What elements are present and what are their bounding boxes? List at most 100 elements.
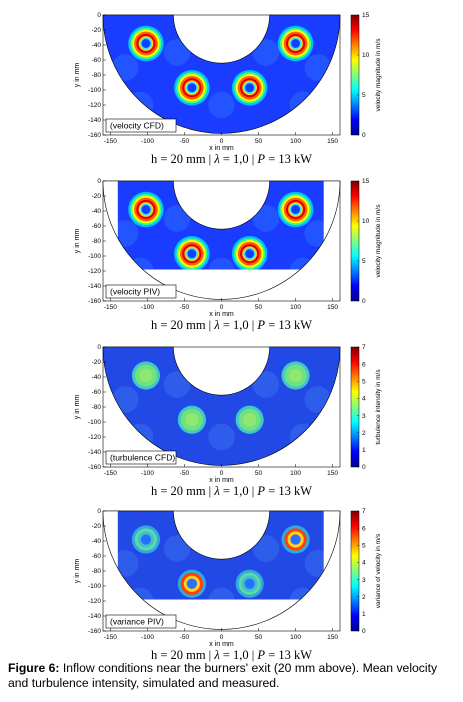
x-tick-label: -50 (180, 470, 190, 477)
condition-line: h = 20 mm | λ = 1,0 | P = 13 kW (0, 318, 463, 333)
burner-turb-core (288, 368, 303, 383)
panel-label: (velocity CFD) (105, 118, 177, 133)
colorbar (350, 180, 360, 302)
field-blotch (163, 205, 191, 232)
colorbar-tick-label: 4 (362, 396, 366, 403)
cond-lambda-val: = 1,0 | (219, 318, 258, 332)
x-tick-label: 150 (327, 634, 338, 641)
x-tick-label: -150 (104, 634, 117, 641)
y-tick-label: -120 (88, 434, 101, 441)
chart-panel-turbulence-cfd: -150 -100 -50 0 50 100 150 0 -20 -40 -60 -80 -100 -12… (0, 332, 463, 499)
figure-caption: Figure 6: Inflow conditions near the bur… (8, 661, 458, 691)
y-axis-label: y in mm (74, 559, 81, 584)
x-tick-label: 100 (290, 634, 301, 641)
panel-label: (turbulence CFD) (105, 450, 177, 465)
burner-var-core (244, 578, 255, 589)
y-axis-label: y in mm (74, 395, 81, 420)
cond-p-val: = 13 kW (265, 484, 313, 498)
cond-lambda: λ (214, 648, 220, 662)
cond-p: P (257, 152, 266, 166)
y-tick-label: -100 (88, 419, 101, 426)
cond-lambda: λ (214, 318, 220, 332)
condition-line: h = 20 mm | λ = 1,0 | P = 13 kW (0, 484, 463, 499)
caption-text: Inflow conditions near the burners' exit… (8, 661, 438, 690)
colorbar-tick-label: 0 (362, 132, 366, 139)
colorbar-tick-label: 4 (362, 560, 366, 567)
colorbar-tick-label: 5 (362, 378, 366, 385)
cond-p: P (257, 484, 266, 498)
cond-h: h = 20 mm | (150, 648, 215, 662)
y-tick-label: -40 (92, 538, 102, 545)
colorbar-tick-label: 5 (362, 258, 366, 265)
colorbar-tick-label: 15 (362, 12, 370, 19)
y-tick-label: -120 (88, 268, 101, 275)
field-blotch (252, 39, 280, 66)
x-tick-label: 50 (255, 304, 263, 311)
burner-ring (291, 205, 301, 214)
burner-turb-core (242, 413, 257, 427)
x-tick-label: 50 (255, 138, 263, 145)
x-tick-label: 100 (290, 138, 301, 145)
chart-svg: -150 -100 -50 0 50 100 1500-20-40-60-80-100-12… (74, 344, 382, 484)
caption-label: Figure 6: (8, 661, 60, 675)
cond-lambda: λ (214, 484, 220, 498)
chart-panel-velocity-piv: -150 -100 -50 0 50 100 150 0 -20 -40 -60 -80 -100 -12… (0, 166, 463, 333)
y-tick-label: -140 (88, 449, 101, 456)
field-blotch (163, 371, 191, 398)
panel-label-box (105, 614, 177, 629)
colorbar-tick-label: 1 (362, 611, 366, 618)
x-tick-label: 150 (327, 304, 338, 311)
x-tick-label: -100 (141, 304, 154, 311)
y-tick-label: -20 (92, 27, 102, 34)
y-tick-label: -160 (88, 464, 101, 471)
chart-panel-variance-piv: -150 -100 -50 0 50 100 150 0 -20 -40 -60 -80 -100 -12… (0, 496, 463, 662)
colorbar-tick-label: 3 (362, 413, 366, 420)
x-tick-label: 0 (220, 470, 224, 477)
y-tick-label: -140 (88, 283, 101, 290)
colorbar-tick-label: 5 (362, 542, 366, 549)
x-tick-label: 0 (220, 634, 224, 641)
x-axis-label: x in mm (209, 477, 234, 484)
x-axis-label: x in mm (209, 145, 234, 152)
cond-lambda-val: = 1,0 | (219, 648, 258, 662)
chart-svg: -150 -100 -50 0 50 100 1500-20-40-60-80-100-12… (74, 508, 382, 648)
y-tick-label: 0 (97, 12, 101, 19)
y-axis-label: y in mm (74, 63, 81, 88)
y-tick-label: -120 (88, 102, 101, 109)
y-tick-label: 0 (97, 344, 101, 351)
x-tick-label: 0 (220, 138, 224, 145)
y-tick-label: -60 (92, 553, 102, 560)
y-tick-label: -80 (92, 72, 102, 79)
colorbar-label: variance of velocity in m/s (375, 533, 382, 608)
x-tick-label: -150 (104, 138, 117, 145)
y-tick-label: -160 (88, 298, 101, 305)
burner-ring (141, 39, 151, 48)
panel-label-text: (velocity CFD) (110, 121, 164, 131)
cond-p-val: = 13 kW (265, 318, 313, 332)
panel-label-box (105, 118, 177, 133)
field-group (103, 181, 340, 300)
burner-var-core (140, 534, 152, 545)
y-axis-label: y in mm (74, 229, 81, 254)
field-blotch (163, 535, 191, 562)
x-tick-label: 100 (290, 304, 301, 311)
cond-p-val: = 13 kW (265, 648, 313, 662)
x-tick-label: -100 (141, 138, 154, 145)
colorbar-tick-label: 1 (362, 447, 366, 454)
x-tick-label: 50 (255, 470, 263, 477)
y-tick-label: -160 (88, 132, 101, 139)
y-tick-label: -20 (92, 523, 102, 530)
cond-lambda-val: = 1,0 | (219, 484, 258, 498)
colorbar (350, 346, 360, 468)
colorbar (350, 510, 360, 632)
x-tick-label: -50 (180, 138, 190, 145)
panel-label-box (105, 450, 177, 465)
cond-p: P (257, 318, 266, 332)
colorbar-tick-label: 10 (362, 218, 370, 225)
colorbar-label: turbulence intensity in m/s (375, 369, 382, 445)
y-tick-label: 0 (97, 178, 101, 185)
panel-label-box (105, 284, 177, 299)
field-blotch (208, 423, 235, 451)
condition-line: h = 20 mm | λ = 1,0 | P = 13 kW (0, 152, 463, 167)
colorbar-tick-label: 7 (362, 508, 366, 515)
